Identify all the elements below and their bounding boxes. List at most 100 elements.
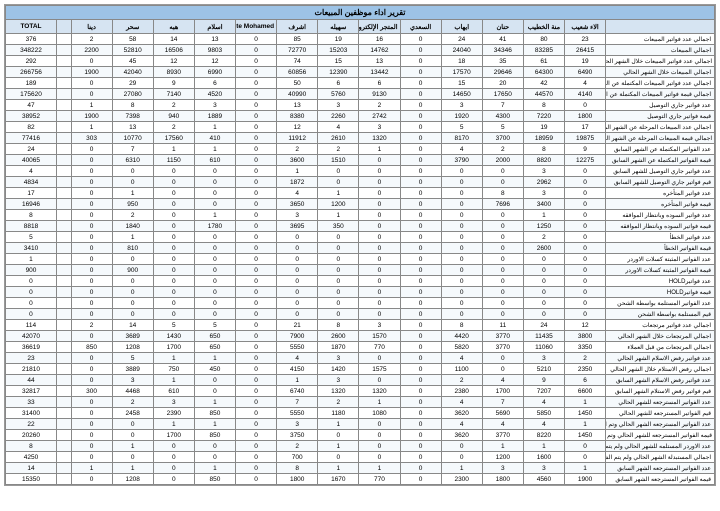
total-cell: 44	[6, 375, 57, 386]
data-cell: 3	[482, 463, 523, 474]
data-cell: 4	[523, 419, 564, 430]
data-cell: 0	[523, 309, 564, 320]
data-cell: 1	[194, 397, 235, 408]
data-cell: 2350	[565, 364, 606, 375]
data-cell: 0	[194, 177, 235, 188]
data-cell: 0	[318, 265, 359, 276]
data-cell: 1	[112, 463, 153, 474]
data-cell: 0	[153, 232, 194, 243]
table-row: عدد الاوردر المستلمه للشهر الحالي ولم يت…	[6, 441, 715, 452]
data-cell: 0	[236, 298, 277, 309]
data-cell: 3790	[441, 155, 482, 166]
data-cell: 12	[194, 56, 235, 67]
data-cell: 0	[153, 221, 194, 232]
row-label: اجمالي عدد فواتير المبيعات	[606, 34, 715, 45]
spacer-cell	[56, 34, 71, 45]
total-cell: 82	[6, 122, 57, 133]
data-cell: 2	[71, 320, 112, 331]
report-title: تقرير اداء موظفين المبيعات	[6, 6, 715, 20]
data-cell: 1	[482, 441, 523, 452]
data-cell: 3	[318, 353, 359, 364]
data-cell: 0	[71, 144, 112, 155]
data-cell: 0	[523, 287, 564, 298]
data-cell: 2	[112, 210, 153, 221]
data-cell: 17	[565, 122, 606, 133]
data-cell: 1	[153, 375, 194, 386]
data-cell: 0	[318, 287, 359, 298]
table-row: عدد الفواتير المسترجعه للشهر الحالي14740…	[6, 397, 715, 408]
total-cell: 1	[6, 254, 57, 265]
data-cell: 0	[400, 45, 441, 56]
data-cell: 450	[194, 364, 235, 375]
data-cell: 0	[236, 331, 277, 342]
data-cell: 52810	[112, 45, 153, 56]
table-row: اجمالي عدد فواتير مرتجعات122411803821055…	[6, 320, 715, 331]
data-cell: 0	[71, 287, 112, 298]
data-cell: 1208	[112, 474, 153, 485]
data-cell: 0	[400, 430, 441, 441]
data-cell: 8	[112, 100, 153, 111]
data-cell: 83285	[523, 45, 564, 56]
table-row: قيمه الفواتير المسترجعه للشهر الحالي وتم…	[6, 430, 715, 441]
table-row: اجمالي المرتجعات من قبل العملاء335011060…	[6, 342, 715, 353]
data-cell: 0	[400, 111, 441, 122]
data-cell: 7	[482, 100, 523, 111]
data-cell: 3	[277, 210, 318, 221]
col-header: السعدي	[400, 20, 441, 34]
data-cell: 1870	[318, 342, 359, 353]
data-cell: 0	[565, 221, 606, 232]
data-cell: 0	[482, 232, 523, 243]
data-cell: 0	[400, 353, 441, 364]
spacer-cell	[56, 56, 71, 67]
data-cell: 3	[112, 375, 153, 386]
data-cell: 0	[112, 166, 153, 177]
data-cell: 24040	[441, 45, 482, 56]
data-cell: 0	[400, 144, 441, 155]
data-cell: 2	[523, 232, 564, 243]
data-cell: 0	[236, 342, 277, 353]
report-container: تقرير اداء موظفين المبيعات الاء شعيب منة…	[4, 4, 716, 486]
data-cell: 1	[194, 463, 235, 474]
data-cell: 850	[194, 408, 235, 419]
data-cell: 0	[194, 243, 235, 254]
data-cell: 0	[565, 265, 606, 276]
data-cell: 0	[441, 265, 482, 276]
data-cell: 0	[236, 375, 277, 386]
data-cell: 2380	[441, 386, 482, 397]
data-cell: 9803	[194, 45, 235, 56]
data-cell: 0	[318, 430, 359, 441]
data-cell: 303	[71, 133, 112, 144]
data-cell: 0	[236, 430, 277, 441]
table-row: اجمالي رفض الاستلام خلال الشهر الحالي235…	[6, 364, 715, 375]
data-cell: 3770	[482, 430, 523, 441]
data-cell: 0	[359, 166, 400, 177]
data-cell: 0	[112, 452, 153, 463]
title-row: تقرير اداء موظفين المبيعات	[6, 6, 715, 20]
table-row: قيمة الفواتير المكتملة عن الشهر السابق12…	[6, 155, 715, 166]
data-cell: 0	[441, 452, 482, 463]
data-cell: 1250	[523, 221, 564, 232]
data-cell: 7900	[277, 331, 318, 342]
data-cell: 27080	[112, 89, 153, 100]
total-cell: 32817	[6, 386, 57, 397]
data-cell: 0	[400, 452, 441, 463]
data-cell: 0	[236, 56, 277, 67]
data-cell: 0	[482, 265, 523, 276]
data-cell: 0	[236, 364, 277, 375]
data-cell: 3	[318, 375, 359, 386]
data-cell: 0	[71, 353, 112, 364]
table-row: قيمة الفواتير الخطأ026000000000008100341…	[6, 243, 715, 254]
data-cell: 2	[112, 397, 153, 408]
spacer-cell	[56, 276, 71, 287]
data-cell: 1	[277, 375, 318, 386]
table-row: عدد فواتير الخطأ02000000000105	[6, 232, 715, 243]
data-cell: 1	[565, 419, 606, 430]
data-cell: 2962	[523, 177, 564, 188]
data-cell: 1	[112, 232, 153, 243]
data-cell: 8	[482, 188, 523, 199]
data-cell: 13442	[359, 67, 400, 78]
data-cell: 3695	[277, 221, 318, 232]
col-header: اسلام	[194, 20, 235, 34]
data-cell: 0	[71, 188, 112, 199]
data-cell: 0	[318, 452, 359, 463]
